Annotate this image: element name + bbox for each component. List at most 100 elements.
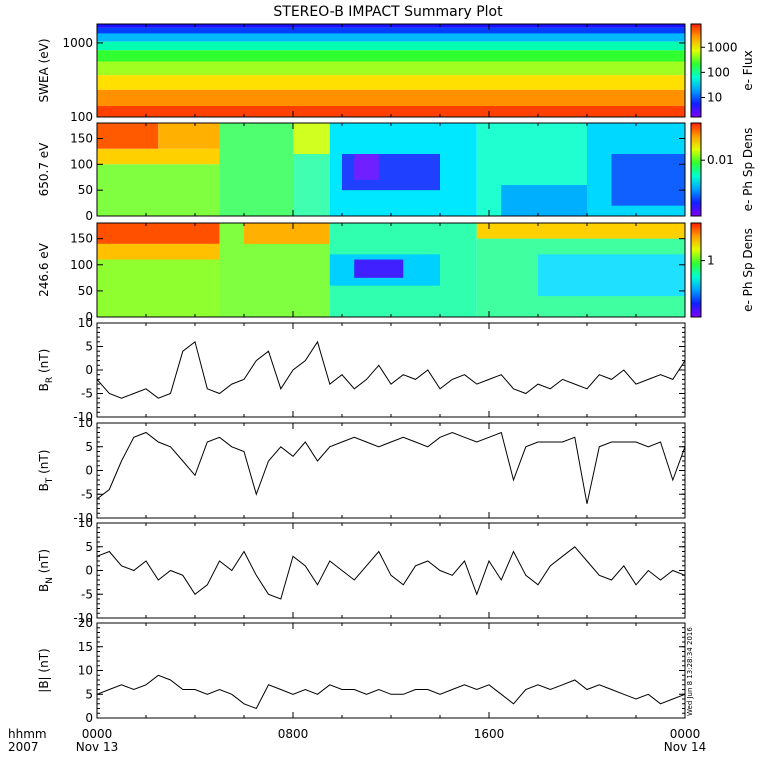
y-tick-label: 100 xyxy=(70,157,93,171)
spectrogram-band xyxy=(97,89,685,107)
pitch-angle-cell xyxy=(538,254,685,297)
y-axis-label-unit: (nT) xyxy=(37,549,51,577)
colorbar-tick-label: 10 xyxy=(707,90,722,104)
colorbar xyxy=(690,23,702,118)
y-axis-label-sub: R xyxy=(45,377,55,383)
pitch-angle-cell xyxy=(244,223,330,244)
y-tick-label: 0 xyxy=(85,363,93,377)
y-axis-label-main: 650.7 eV xyxy=(37,142,51,197)
colorbar-tick-label: 100 xyxy=(707,65,730,79)
spectrogram-band xyxy=(97,106,685,117)
pitch-angle-cell xyxy=(158,123,220,149)
panel-frame xyxy=(96,522,686,619)
panel-6: 10 5 0 -5 -10 BN (nT) xyxy=(37,516,780,625)
y-tick-label: 5 xyxy=(85,440,93,454)
colorbar-tick-label: 0.01 xyxy=(707,153,734,167)
spectrogram-band xyxy=(97,75,685,90)
y-tick-label: 1000 xyxy=(62,36,93,50)
spectrogram-band xyxy=(97,61,685,76)
y-axis-label-main: B xyxy=(37,483,51,491)
pitch-angle-cell xyxy=(611,154,685,206)
panel-3: 1 e- Ph Sp Dens 150 100 50 0 246.6 eV xyxy=(37,222,755,324)
pitch-angle-cell xyxy=(293,123,330,154)
colorbar-label: e- Ph Sp Dens xyxy=(741,128,755,212)
y-tick-label: 100 xyxy=(70,110,93,124)
y-axis-label: BT (nT) xyxy=(37,450,55,492)
pitch-angle-cell xyxy=(97,223,220,244)
pitch-angle-cell xyxy=(354,259,404,278)
series-line xyxy=(96,674,686,710)
y-axis-label-main: B xyxy=(37,584,51,592)
y-tick-label: 10 xyxy=(78,516,93,530)
y-axis-label-unit: (nT) xyxy=(37,349,51,377)
y-tick-label: -10 xyxy=(73,410,93,424)
pitch-angle-cell xyxy=(97,164,220,216)
y-axis-label-main: |B| (nT) xyxy=(37,648,51,692)
panel-frame xyxy=(96,23,686,118)
y-axis-label: SWEA (eV) xyxy=(37,38,51,102)
y-axis-label-unit: (nT) xyxy=(37,450,51,478)
y-axis-label-main: 246.6 eV xyxy=(37,242,51,297)
y-tick-label: -5 xyxy=(81,587,93,601)
y-tick-label: 0 xyxy=(85,209,93,223)
timestamp-label: Wed Jun 8 13:28:34 2016 xyxy=(686,627,694,716)
panel-4: 10 5 0 -5 -10 BR (nT) xyxy=(37,316,780,424)
y-tick-label: -10 xyxy=(73,611,93,625)
spectrogram-band xyxy=(97,33,685,42)
y-tick-label: 15 xyxy=(78,640,93,654)
y-tick-label: 5 xyxy=(85,687,93,701)
y-tick-label: 10 xyxy=(78,416,93,430)
colorbar-tick-label: 1000 xyxy=(707,40,738,54)
panel-frame xyxy=(96,122,686,217)
spectrogram-band xyxy=(97,41,685,51)
y-axis-label-sub: N xyxy=(45,577,55,584)
right-mask xyxy=(689,423,780,518)
y-tick-label: 5 xyxy=(85,340,93,354)
y-tick-label: 0 xyxy=(85,464,93,478)
panel-2: 0.01 e- Ph Sp Dens 150 100 50 0 650.7 eV xyxy=(37,122,755,223)
y-axis-label: |B| (nT) xyxy=(37,648,51,692)
y-axis-label: BN (nT) xyxy=(37,549,55,592)
right-mask xyxy=(689,323,780,417)
pitch-angle-cell xyxy=(293,154,330,216)
panel-frame xyxy=(96,222,686,318)
y-tick-label: 50 xyxy=(78,284,93,298)
y-axis-label: 246.6 eV xyxy=(37,242,51,297)
colorbar-label: e- Ph Sp Dens xyxy=(741,228,755,312)
colorbar-tick-label: 1 xyxy=(707,254,715,268)
pitch-angle-cell xyxy=(501,185,587,216)
y-tick-label: 50 xyxy=(78,183,93,197)
series-line xyxy=(96,340,686,399)
pitch-angle-cell xyxy=(97,243,220,260)
y-tick-label: 10 xyxy=(78,316,93,330)
panel-frame xyxy=(96,422,686,519)
pitch-angle-cell xyxy=(476,223,685,239)
panel-frame xyxy=(96,322,686,418)
time-tick-label: 1600 xyxy=(474,727,505,741)
time-tick-date: Nov 14 xyxy=(664,740,707,754)
right-mask xyxy=(689,623,780,718)
pitch-angle-cell xyxy=(97,148,220,165)
y-tick-label: 0 xyxy=(85,711,93,725)
y-tick-label: -5 xyxy=(81,387,93,401)
pitch-angle-cell xyxy=(219,123,293,216)
spectrogram-band xyxy=(97,50,685,62)
y-axis-label: BR (nT) xyxy=(37,349,55,392)
time-axis-header-hhmm: hhmm xyxy=(8,727,47,741)
series-line xyxy=(96,431,686,504)
pitch-angle-cell xyxy=(354,154,379,180)
y-tick-label: 5 xyxy=(85,540,93,554)
panel-7: 20 15 10 5 0 |B| (nT) xyxy=(37,616,780,725)
y-tick-label: 20 xyxy=(78,616,93,630)
y-tick-label: -5 xyxy=(81,487,93,501)
colorbar xyxy=(690,122,702,217)
y-tick-label: 0 xyxy=(85,564,93,578)
y-tick-label: 150 xyxy=(70,132,93,146)
time-tick-label: 0000 xyxy=(670,727,701,741)
pitch-angle-cell xyxy=(97,123,159,149)
right-mask xyxy=(689,523,780,618)
